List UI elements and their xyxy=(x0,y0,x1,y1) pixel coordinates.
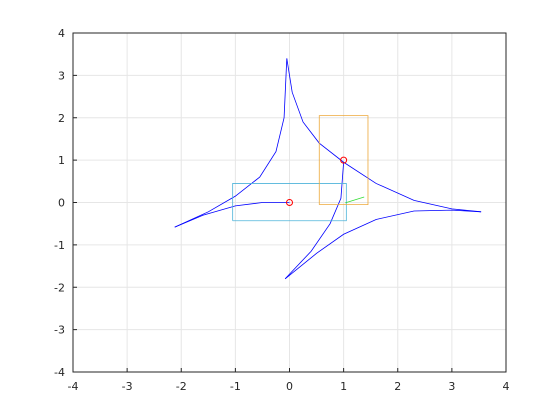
y-tick-label: -3 xyxy=(54,324,65,337)
curve xyxy=(284,209,482,280)
y-tick-label: -1 xyxy=(54,239,65,252)
x-tick-label: -3 xyxy=(122,380,133,393)
marker xyxy=(286,199,293,206)
y-tick-label: 0 xyxy=(58,197,65,210)
x-tick-label: -4 xyxy=(68,380,79,393)
y-tick-label: -4 xyxy=(54,366,65,379)
x-tick-label: 3 xyxy=(448,380,455,393)
y-tick-label: 2 xyxy=(58,112,65,125)
curve xyxy=(232,183,347,222)
x-tick-label: -2 xyxy=(176,380,187,393)
curve xyxy=(345,196,365,204)
marker xyxy=(340,156,348,164)
curve xyxy=(174,202,290,228)
y-tick-label: 4 xyxy=(58,27,65,40)
y-tick-label: 3 xyxy=(58,69,65,82)
curve xyxy=(318,115,369,206)
curve xyxy=(284,162,345,280)
y-tick-label: -2 xyxy=(54,281,65,294)
x-tick-label: 4 xyxy=(503,380,510,393)
x-tick-label: -1 xyxy=(230,380,241,393)
x-tick-label: 0 xyxy=(286,380,293,393)
axes-box xyxy=(72,32,507,373)
x-tick-label: 2 xyxy=(394,380,401,393)
y-tick-label: 1 xyxy=(58,154,65,167)
curve xyxy=(174,58,288,228)
x-tick-label: 1 xyxy=(340,380,347,393)
